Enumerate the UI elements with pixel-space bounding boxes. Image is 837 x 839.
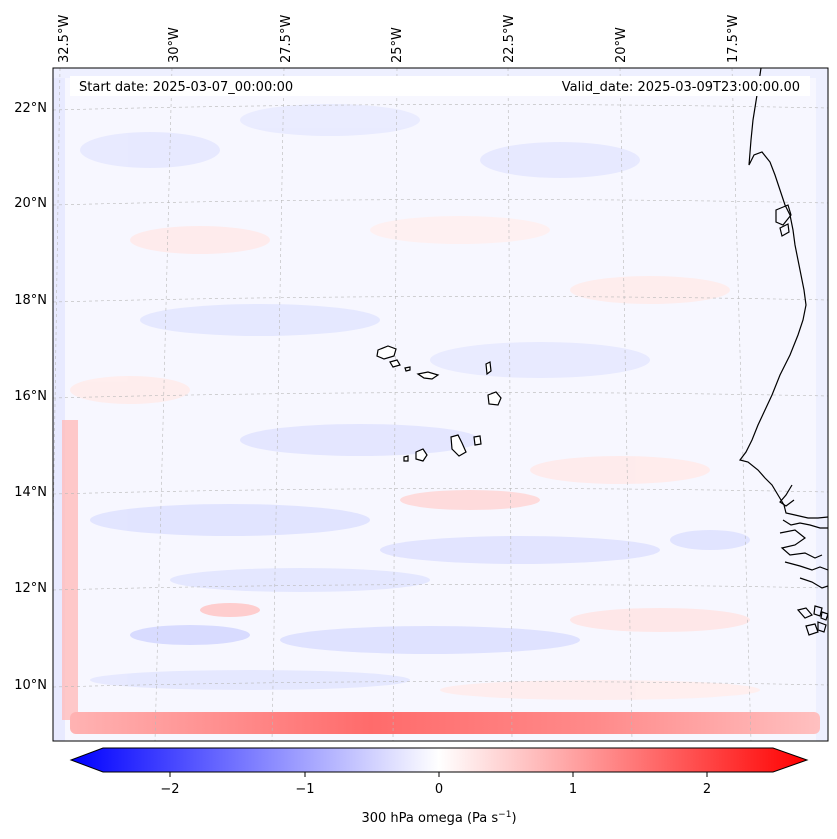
lat-label: 20°N bbox=[14, 196, 47, 211]
latitude-labels: 22°N 20°N 18°N 16°N 14°N 12°N 10°N bbox=[14, 101, 47, 693]
lon-label: 27.5°W bbox=[279, 15, 294, 63]
colorbar: −2 −1 0 1 2 300 hPa omega (Pa s−1) bbox=[69, 747, 809, 826]
lat-label: 12°N bbox=[14, 581, 47, 596]
island-santo-antao bbox=[376, 345, 397, 360]
colorbar-gradient bbox=[69, 747, 809, 773]
island-santa-luzia bbox=[404, 366, 411, 372]
lon-label: 32.5°W bbox=[57, 15, 72, 63]
map-frame bbox=[52, 67, 829, 742]
lon-label: 25°W bbox=[390, 27, 405, 63]
colorbar-tick-label: −2 bbox=[160, 782, 179, 797]
lat-label: 22°N bbox=[14, 101, 47, 116]
lon-label: 30°W bbox=[167, 27, 182, 63]
header-backdrop bbox=[70, 76, 810, 96]
start-date-label: Start date: 2025-03-07_00:00:00 bbox=[79, 80, 293, 95]
lon-label: 22.5°W bbox=[502, 15, 517, 63]
lon-label: 20°W bbox=[614, 27, 629, 63]
island-brava bbox=[403, 455, 409, 462]
island-sao-nicolau bbox=[416, 371, 440, 380]
african-coastline bbox=[738, 68, 828, 636]
cape-verde-islands bbox=[376, 345, 502, 462]
lat-label: 14°N bbox=[14, 485, 47, 500]
valid-date-label: Valid_date: 2025-03-09T23:00:00.00 bbox=[562, 80, 800, 95]
island-sao-vicente bbox=[389, 359, 401, 368]
island-fogo bbox=[415, 448, 428, 462]
island-boa-vista bbox=[487, 391, 502, 406]
right-edge-band bbox=[816, 68, 828, 741]
island-sal bbox=[485, 361, 492, 376]
colorbar-tick-label: 1 bbox=[569, 782, 577, 797]
colorbar-tick-label: 0 bbox=[435, 782, 443, 797]
island-maio bbox=[473, 435, 482, 446]
colorbar-tick-label: 2 bbox=[703, 782, 711, 797]
colorbar-tick-label: −1 bbox=[295, 782, 314, 797]
colorbar-label: 300 hPa omega (Pa s−1) bbox=[361, 810, 516, 826]
left-positive-band bbox=[62, 420, 78, 720]
lon-label: 17.5°W bbox=[726, 15, 741, 63]
omega-contours bbox=[70, 104, 760, 700]
bottom-positive-band bbox=[70, 712, 820, 734]
colorbar-ticks bbox=[169, 772, 708, 777]
lat-label: 18°N bbox=[14, 293, 47, 308]
longitude-labels: 32.5°W 30°W 27.5°W 25°W 22.5°W 20°W 17.5… bbox=[57, 15, 741, 63]
map-panel: Start date: 2025-03-07_00:00:00 Valid_da… bbox=[53, 68, 828, 741]
lat-label: 10°N bbox=[14, 678, 47, 693]
lat-label: 16°N bbox=[14, 389, 47, 404]
island-santiago bbox=[450, 434, 467, 457]
top-edge-band bbox=[53, 68, 828, 78]
graticule bbox=[53, 68, 828, 741]
